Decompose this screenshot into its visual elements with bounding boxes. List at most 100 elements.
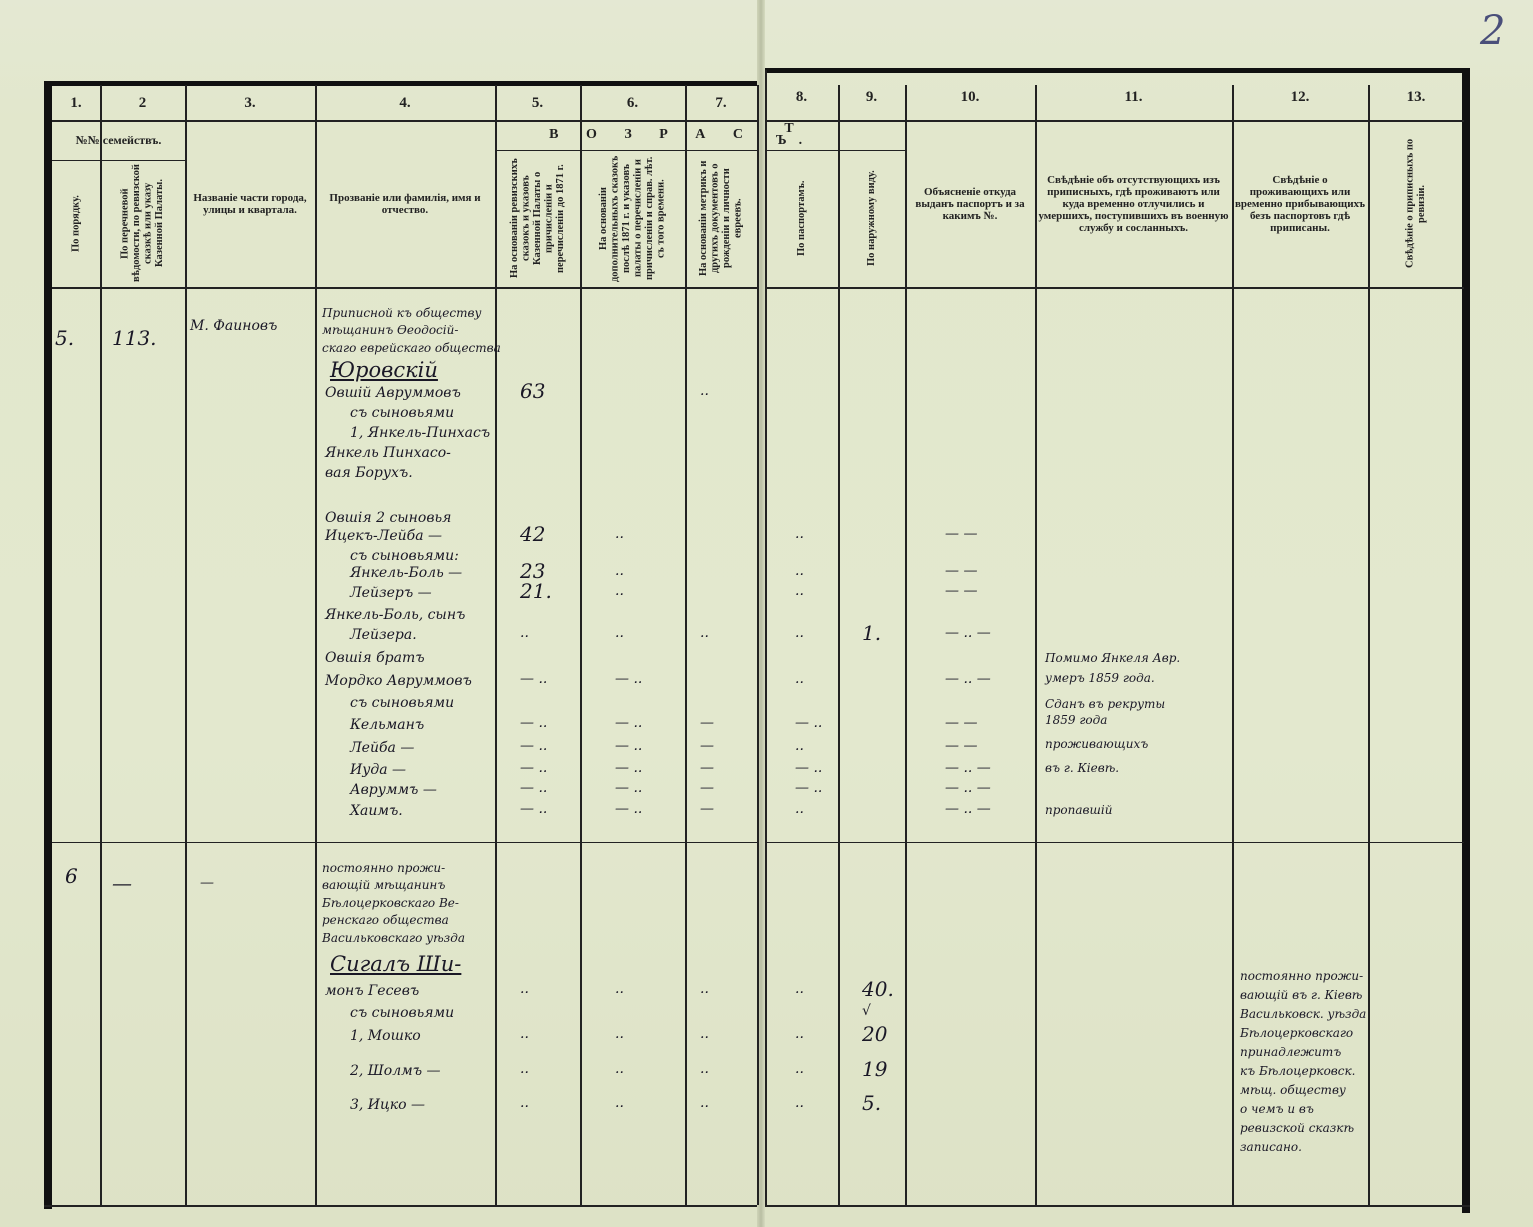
family-divider <box>52 842 757 843</box>
member-c9-value: √ <box>862 1003 871 1019</box>
member-c7-value: .. <box>700 1061 709 1077</box>
column-number: 8. <box>795 88 808 105</box>
member-c9-value: 5. <box>862 1091 882 1115</box>
member-name: Овшія братъ <box>325 650 425 666</box>
column-rule <box>765 70 767 1205</box>
member-c8-value: — .. <box>795 780 823 796</box>
member-c7-value: — <box>700 801 714 817</box>
remark-line: къ Бѣлоцерковск. <box>1240 1064 1356 1078</box>
header-order: По порядку. <box>70 195 82 252</box>
family-surname: Юровскій <box>330 358 438 382</box>
column-rule <box>905 85 907 1205</box>
member-name: Янкель Пинхасо- <box>325 445 451 461</box>
column-number: 10. <box>960 88 980 105</box>
column-number: 4. <box>399 94 411 111</box>
member-c10-value: — .. — <box>945 780 991 796</box>
street-name: — <box>200 875 214 891</box>
member-c6-value: — .. <box>615 738 643 754</box>
remark-line: проживающихъ <box>1045 737 1149 751</box>
families-label-rule <box>52 160 185 161</box>
member-c8-value: .. <box>795 1061 804 1077</box>
member-c6-value: — .. <box>615 760 643 776</box>
member-c6-value: — .. <box>615 671 643 687</box>
registration-note: вающій мѣщанинъ <box>322 878 446 892</box>
member-c6-value: .. <box>615 1061 624 1077</box>
registration-note: Приписной къ обществу <box>322 306 482 320</box>
member-c5-value: .. <box>520 1061 529 1077</box>
member-c9-value: 1. <box>862 621 882 645</box>
number-row-rule <box>52 120 757 122</box>
remark-line: о чемъ и въ <box>1240 1102 1314 1116</box>
header-age-additional: На основаніи дополнительныхъ сказокъ пос… <box>598 155 667 282</box>
age-group-rule-right <box>765 150 905 151</box>
registration-note: скаго еврейскаго общества <box>322 341 501 355</box>
member-c10-value: — — <box>945 583 978 599</box>
left-frame <box>44 81 52 1209</box>
remark-line: ревизской сказкѣ <box>1240 1121 1355 1135</box>
header-passport-origin: Объясненіе откуда выданъ паспортъ и за к… <box>915 185 1025 222</box>
member-name: съ сыновьями: <box>350 548 459 564</box>
family-divider <box>765 842 1464 843</box>
member-name: съ сыновьями <box>350 695 455 711</box>
remark-line: Сданъ въ рекруты <box>1045 697 1166 711</box>
member-c10-value: — .. — <box>945 801 991 817</box>
member-name: Авруммъ — <box>350 782 437 798</box>
member-c5-value: 21. <box>520 579 552 603</box>
header-by-passport: По паспортамъ. <box>795 180 807 257</box>
member-c6-value: — .. <box>615 715 643 731</box>
member-c8-value: .. <box>795 1095 804 1111</box>
member-c7-value: .. <box>700 1026 709 1042</box>
page-number: 2 <box>1480 8 1506 54</box>
member-c6-value: .. <box>615 625 624 641</box>
family-surname: Сигалъ Ши- <box>330 952 462 976</box>
member-c10-value: — — <box>945 738 978 754</box>
member-c5-value: 23 <box>520 559 546 583</box>
member-name: Лейба — <box>350 740 415 756</box>
member-name: 3, Ицко — <box>350 1097 426 1113</box>
member-c5-value: .. <box>520 1026 529 1042</box>
member-c7-value: .. <box>700 625 709 641</box>
header-list-number: По перечневой вѣдомости, по ревизской ск… <box>119 164 166 283</box>
family-list-number: 113. <box>112 326 157 350</box>
member-c5-value: .. <box>520 981 529 997</box>
header-no-passport-info: Свѣдѣніе о проживающихъ или временно при… <box>1234 173 1366 234</box>
header-revision-info: Свѣдѣніе о приписныхъ по ревизіи. <box>1404 138 1428 269</box>
remark-line: 1859 года <box>1045 713 1108 727</box>
column-rule <box>580 85 582 1205</box>
remark-line: Бѣлоцерковскаго <box>1240 1026 1354 1040</box>
member-c5-value: — .. <box>520 715 548 731</box>
registration-note: ренскаго общества <box>322 913 449 927</box>
column-rule <box>757 85 759 1205</box>
member-name: Ицекъ-Лейба — <box>325 528 443 544</box>
column-number: 11. <box>1124 88 1143 105</box>
member-c10-value: — .. — <box>945 760 991 776</box>
member-c10-value: — .. — <box>945 625 991 641</box>
column-rule <box>1232 85 1234 1205</box>
member-c7-value: — <box>700 780 714 796</box>
column-number: 12. <box>1290 88 1310 105</box>
remark-line: въ г. Кіевѣ. <box>1045 761 1120 775</box>
bottom-rule-right <box>765 1205 1470 1207</box>
header-name: Прозваніе или фамилія, имя и отчество. <box>329 191 481 216</box>
header-by-appearance: По наружному виду. <box>865 170 877 267</box>
member-c8-value: .. <box>795 526 804 542</box>
registration-note: мѣщанинъ Ѳеодосій- <box>322 323 459 337</box>
member-c8-value: .. <box>795 1026 804 1042</box>
member-name: Янкель-Боль — <box>350 565 463 581</box>
member-c6-value: .. <box>615 563 624 579</box>
header-bottom-rule <box>52 287 757 289</box>
column-rule <box>685 85 687 1205</box>
member-c7-value: — <box>700 738 714 754</box>
member-c8-value: .. <box>795 563 804 579</box>
member-c5-value: — .. <box>520 671 548 687</box>
member-c10-value: — — <box>945 526 978 542</box>
member-c8-value: .. <box>795 671 804 687</box>
member-c7-value: .. <box>700 383 709 399</box>
member-c8-value: .. <box>795 738 804 754</box>
member-c6-value: .. <box>615 583 624 599</box>
member-c7-value: .. <box>700 981 709 997</box>
column-number: 3. <box>244 94 256 111</box>
remark-line: Помимо Янкеля Авр. <box>1045 651 1181 665</box>
member-name: Мордко Авруммовъ <box>325 673 472 689</box>
